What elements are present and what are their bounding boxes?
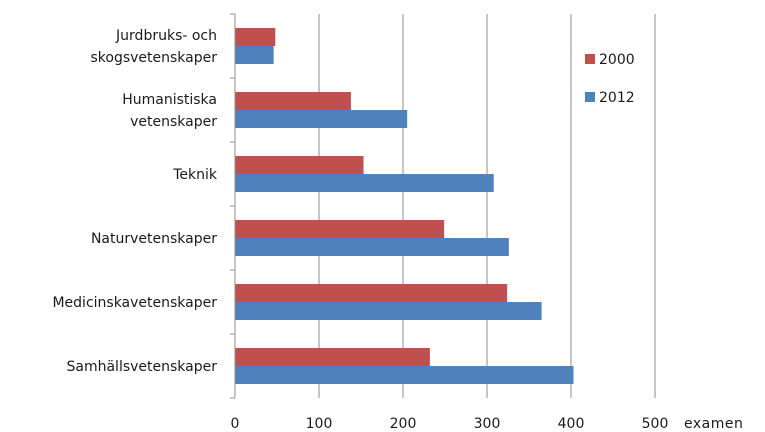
bar-2012 [235,46,274,64]
x-axis-label: examen [684,416,743,432]
x-tick-label: 300 [474,416,501,432]
legend-swatch-2012 [585,92,595,102]
category-label: skogsvetenskaper [90,50,217,66]
x-tick-label: 0 [231,416,240,432]
x-tick-label: 400 [558,416,585,432]
category-label: Naturvetenskaper [91,231,217,247]
category-label: Medicinskavetenskaper [52,295,217,311]
legend-label: 2012 [599,90,635,106]
bar-2012 [235,238,509,256]
bar-2000 [235,220,445,238]
bar-2000 [235,156,364,174]
bar-2000 [235,28,276,46]
category-labels: Jurdbruks- och skogsvetenskaper Humanistis… [52,28,217,375]
category-label: Samhällsvetenskaper [67,359,218,375]
bar-2012 [235,174,494,192]
x-tick-labels: 0 100 200 300 400 500 [231,416,669,432]
axes [230,13,236,399]
bar-2000 [235,284,508,302]
bar-2000 [235,348,430,366]
bar-2012 [235,366,574,384]
bar-2000 [235,92,351,110]
category-label: Jurdbruks- och [115,28,217,44]
x-tick-label: 100 [306,416,333,432]
category-label: Humanistiska [122,92,217,108]
legend-swatch-2000 [585,54,595,64]
x-tick-label: 200 [390,416,417,432]
category-label: vetenskaper [130,114,217,130]
category-label: Teknik [172,167,218,183]
bar-2012 [235,110,408,128]
bars [235,28,574,384]
gridlines [318,14,656,398]
bar-2012 [235,302,542,320]
legend: 2000 2012 [585,52,635,106]
legend-label: 2000 [599,52,635,68]
x-tick-label: 500 [642,416,669,432]
